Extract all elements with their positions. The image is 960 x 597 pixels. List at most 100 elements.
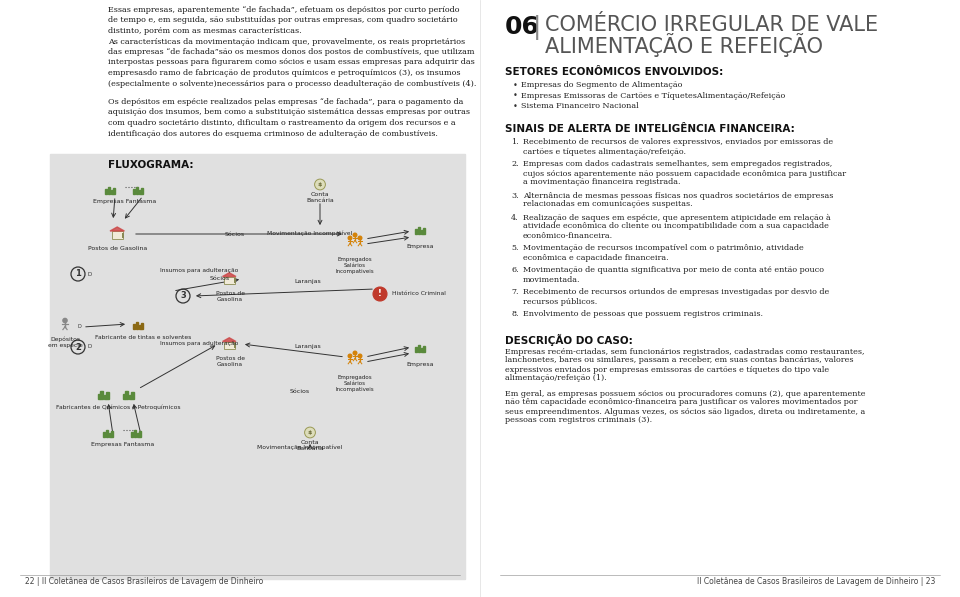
Text: Empregados
Salários
Incompativeis: Empregados Salários Incompativeis (336, 257, 374, 273)
Text: Alternância de mesmas pessoas físicas nos quadros societários de empresas: Alternância de mesmas pessoas físicas no… (523, 192, 833, 199)
Text: Histórico Criminal: Histórico Criminal (392, 291, 445, 296)
Bar (138, 190, 140, 194)
Text: econômico-financeira.: econômico-financeira. (523, 232, 613, 239)
Text: atividade econômica do cliente ou incompatibilidade com a sua capacidade: atividade econômica do cliente ou incomp… (523, 223, 828, 230)
Bar (122, 233, 125, 238)
Text: Em geral, as empresas possuem sócios ou procuradores comuns (2), que aparentemen: Em geral, as empresas possuem sócios ou … (505, 389, 866, 398)
Text: Realização de saques em espécie, que apresentem atipicidade em relação à: Realização de saques em espécie, que apr… (523, 214, 830, 221)
Text: empresasdo ramo de fabricação de produtos químicos e petroquímicos (3), os insum: empresasdo ramo de fabricação de produto… (108, 69, 461, 77)
Text: ALIMENTAÇÃO E REFEIÇÃO: ALIMENTAÇÃO E REFEIÇÃO (545, 33, 823, 57)
Text: Essas empresas, aparentemente “de fachada”, efetuam os depósitos por curto perío: Essas empresas, aparentemente “de fachad… (108, 6, 460, 14)
Bar (125, 391, 128, 399)
Bar (105, 189, 107, 194)
Bar (106, 430, 108, 437)
Bar (233, 343, 236, 348)
Text: Insumos para adulteração: Insumos para adulteração (160, 341, 238, 346)
Text: Laranjas: Laranjas (295, 279, 322, 284)
Text: Fabricante de tintas e solventes: Fabricante de tintas e solventes (95, 335, 191, 340)
Text: D: D (77, 325, 81, 330)
Text: II Coletânea de Casos Brasileiros de Lavagem de Dinheiro | 23: II Coletânea de Casos Brasileiros de Lav… (697, 577, 935, 586)
Bar (136, 433, 138, 437)
Bar (141, 323, 143, 329)
Bar (132, 392, 133, 399)
Text: Sócios: Sócios (210, 276, 230, 281)
Text: Insumos para adulteração: Insumos para adulteração (160, 268, 238, 273)
Text: Postos de
Gasolina: Postos de Gasolina (215, 291, 245, 302)
Text: Empresas Fantasma: Empresas Fantasma (93, 199, 156, 204)
Bar (418, 345, 420, 352)
Text: |: | (533, 15, 541, 40)
Text: Postos de Gasolina: Postos de Gasolina (88, 246, 148, 251)
Text: Empresas com dados cadastrais semelhantes, sem empregados registrados,: Empresas com dados cadastrais semelhante… (523, 161, 832, 168)
Bar (423, 346, 425, 352)
Text: FLUXOGRAMA:: FLUXOGRAMA: (108, 160, 194, 170)
Text: 3.: 3. (511, 192, 518, 199)
Text: distinto, porém com as mesmas características.: distinto, porém com as mesmas caracterís… (108, 27, 301, 35)
Text: D: D (88, 272, 92, 276)
Polygon shape (110, 227, 125, 231)
Bar (113, 188, 115, 194)
Circle shape (315, 179, 325, 190)
Bar (104, 395, 106, 399)
Text: Laranjas: Laranjas (295, 344, 322, 349)
Text: Sistema Financeiro Nacional: Sistema Financeiro Nacional (521, 102, 638, 110)
Bar (420, 230, 422, 234)
Bar (415, 347, 417, 352)
Text: Conta
Bancária: Conta Bancária (296, 440, 324, 451)
Bar (224, 276, 234, 284)
Text: As características da movimentação indicam que, provavelmente, os reais propriet: As características da movimentação indic… (108, 38, 466, 45)
Text: seus empreendimentos. Algumas vezes, os sócios são ligados, direta ou indiretame: seus empreendimentos. Algumas vezes, os … (505, 408, 865, 416)
Text: relacionadas em comunicações suspeitas.: relacionadas em comunicações suspeitas. (523, 201, 692, 208)
Text: D: D (88, 344, 92, 349)
Bar (107, 392, 108, 399)
Bar (108, 433, 110, 437)
Circle shape (373, 287, 387, 301)
Text: !: ! (378, 290, 382, 298)
Text: Movimentação Incompatível: Movimentação Incompatível (257, 444, 343, 450)
Text: •: • (513, 102, 517, 111)
Circle shape (353, 351, 357, 355)
Text: COMÉRCIO IRREGULAR DE VALE: COMÉRCIO IRREGULAR DE VALE (545, 15, 878, 35)
Text: Conta
Bancária: Conta Bancária (306, 192, 334, 203)
Bar (98, 393, 100, 399)
Bar (131, 432, 133, 437)
Bar (138, 325, 140, 329)
Polygon shape (223, 338, 236, 341)
Text: 4.: 4. (511, 214, 518, 221)
Bar (50, 154, 465, 579)
Circle shape (348, 354, 351, 358)
Text: expressivos enviados por empresas emissoras de cartões e tíquetes do tipo vale: expressivos enviados por empresas emisso… (505, 365, 829, 374)
Text: 2.: 2. (511, 161, 518, 168)
Text: movimentada.: movimentada. (523, 275, 581, 284)
Text: Empresas recém-criadas, sem funcionários registrados, cadastradas como restauran: Empresas recém-criadas, sem funcionários… (505, 347, 865, 355)
Bar (110, 190, 112, 194)
Text: 5.: 5. (511, 245, 518, 253)
Text: Empresas Emissoras de Cartões e TíquetesAlimentação/Refeição: Empresas Emissoras de Cartões e Tíquetes… (521, 91, 785, 100)
Text: interpostas pessoas para figurarem como sócios e usam essas empresas para adquir: interpostas pessoas para figurarem como … (108, 59, 475, 66)
Text: Envolvimento de pessoas que possuem registros criminais.: Envolvimento de pessoas que possuem regi… (523, 310, 763, 319)
Text: não têm capacidade econômico-financeira para justificar os valores movimentados : não têm capacidade econômico-financeira … (505, 399, 857, 407)
Bar (135, 322, 138, 329)
Text: DESCRIÇÃO DO CASO:: DESCRIÇÃO DO CASO: (505, 334, 633, 346)
Text: 2: 2 (75, 343, 81, 352)
Text: 1: 1 (75, 269, 81, 278)
Bar (103, 432, 105, 437)
Text: Sócios: Sócios (290, 389, 310, 394)
Text: •: • (513, 81, 517, 90)
Text: Empresa: Empresa (406, 244, 434, 249)
Bar (133, 189, 135, 194)
Bar (233, 278, 236, 283)
Text: 3: 3 (180, 291, 186, 300)
Text: •: • (513, 91, 517, 100)
Bar (129, 395, 131, 399)
Text: lanchonetes, bares ou similares, passam a receber, em suas contas bancárias, val: lanchonetes, bares ou similares, passam … (505, 356, 853, 365)
Text: das empresas “de fachada”são os mesmos donos dos postos de combustíveis, que uti: das empresas “de fachada”são os mesmos d… (108, 48, 474, 56)
Text: Fabricantes de Químicos e Petroquímicos: Fabricantes de Químicos e Petroquímicos (56, 404, 180, 410)
Circle shape (63, 318, 67, 322)
Bar (141, 188, 143, 194)
Text: Movimentação de recursos incompatível com o patrimônio, atividade: Movimentação de recursos incompatível co… (523, 245, 804, 253)
Text: Recebimento de recursos de valores expressivos, enviados por emissoras de: Recebimento de recursos de valores expre… (523, 139, 833, 146)
Text: 1.: 1. (511, 139, 518, 146)
Text: Sócios: Sócios (225, 232, 245, 237)
Bar (420, 348, 422, 352)
